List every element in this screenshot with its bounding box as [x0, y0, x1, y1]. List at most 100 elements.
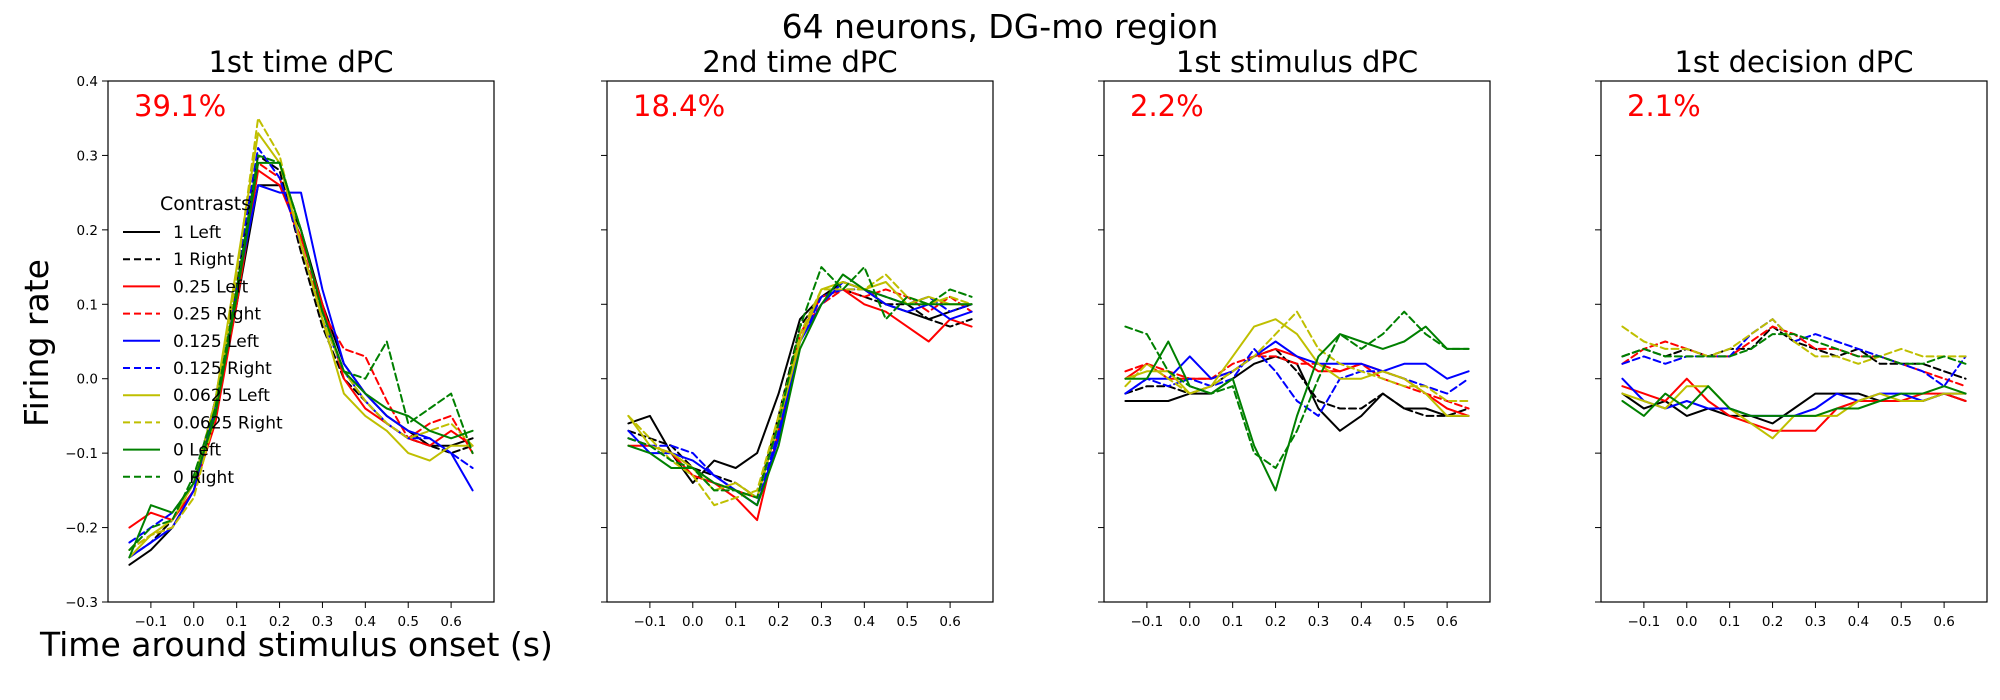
x-tick-label: 0.3 — [811, 614, 832, 630]
plot-area — [1621, 318, 1967, 440]
series-line — [1124, 355, 1470, 432]
x-tick-label: 0.2 — [768, 614, 789, 630]
series-line — [1124, 347, 1470, 417]
x-tick-label: 0.0 — [183, 614, 204, 630]
legend-label: 0.0625 Left — [173, 386, 270, 406]
legend-label: 0.25 Left — [173, 277, 249, 297]
y-tick-label: −0.3 — [65, 595, 98, 611]
series-line — [1124, 318, 1470, 417]
series-line — [1124, 310, 1470, 469]
plot-frame — [107, 80, 495, 603]
x-tick-label: 0.1 — [1222, 614, 1243, 630]
figure-title: 64 neurons, DG-mo region — [782, 7, 1219, 46]
legend-label: 1 Right — [173, 250, 234, 270]
legend-label: 0.125 Right — [173, 359, 272, 379]
series-line — [1124, 347, 1470, 417]
panel-1: −0.1 0.0 0.1 0.2 0.3 0.4 0.5 0.6 2nd time dPC 18.… — [601, 45, 994, 630]
x-tick-label: 0.6 — [1436, 614, 1457, 630]
plot-area — [627, 266, 973, 522]
series-line — [128, 184, 474, 559]
x-tick-label: 0.2 — [1762, 614, 1783, 630]
x-tick-label: −0.1 — [633, 614, 666, 630]
x-tick-label: 0.6 — [440, 614, 461, 630]
x-tick-label: 0.1 — [725, 614, 746, 630]
x-tick-label: 0.0 — [1179, 614, 1200, 630]
plot-frame — [1600, 80, 1988, 603]
x-tick-label: 0.5 — [1890, 614, 1911, 630]
legend-title: Contrasts — [160, 193, 251, 215]
series-line — [128, 154, 474, 559]
plot-frame — [606, 80, 994, 603]
legend-label: 0.0625 Right — [173, 413, 283, 433]
panel-2: −0.1 0.0 0.1 0.2 0.3 0.4 0.5 0.6 1st stimulus dP… — [1098, 45, 1491, 630]
legend-label: 0.125 Left — [173, 332, 259, 352]
x-tick-label: 0.1 — [1719, 614, 1740, 630]
series-line — [1124, 355, 1470, 410]
x-tick-label: 0.2 — [1265, 614, 1286, 630]
variance-annotation: 18.4% — [633, 89, 725, 123]
legend-label: 0.25 Right — [173, 305, 261, 325]
x-tick-label: 0.4 — [854, 614, 875, 630]
series-line — [627, 273, 973, 507]
panel-0: −0.1 0.0 0.1 0.2 0.3 0.4 0.5 0.6 −0.3 −0.2 −0.1 0.0… — [65, 45, 495, 630]
series-line — [627, 266, 973, 499]
series-line — [1621, 385, 1967, 417]
series-line — [1621, 377, 1967, 417]
series-line — [128, 161, 474, 551]
series-line — [1124, 340, 1470, 395]
x-tick-label: 0.6 — [1933, 614, 1954, 630]
panel-title: 2nd time dPC — [702, 45, 897, 79]
x-tick-label: 0.4 — [1848, 614, 1869, 630]
plot-area — [1124, 310, 1470, 492]
series-line — [1124, 310, 1470, 402]
x-tick-label: 0.5 — [1393, 614, 1414, 630]
y-tick-label: 0.0 — [77, 372, 98, 388]
y-tick-label: 0.4 — [77, 74, 98, 90]
plot-frame — [1103, 80, 1491, 603]
series-line — [627, 273, 973, 507]
y-tick-label: 0.1 — [77, 297, 98, 313]
series-line — [1621, 377, 1967, 432]
y-tick-label: −0.1 — [65, 446, 98, 462]
x-axis-label: Time around stimulus onset (s) — [39, 625, 553, 664]
x-tick-label: 0.6 — [939, 614, 960, 630]
variance-annotation: 2.2% — [1130, 89, 1204, 123]
legend: Contrasts 1 Left 1 Right 0.25 Left 0.25 Rig… — [123, 193, 283, 488]
series-line — [627, 281, 973, 499]
series-line — [128, 169, 474, 529]
x-tick-label: −0.1 — [1130, 614, 1163, 630]
legend-label: 0 Right — [173, 468, 234, 488]
series-line — [1124, 325, 1470, 492]
legend-label: 0 Left — [173, 441, 222, 461]
x-tick-label: 0.2 — [269, 614, 290, 630]
y-tick-label: 0.2 — [77, 223, 98, 239]
x-tick-label: 0.0 — [682, 614, 703, 630]
x-tick-label: −0.1 — [134, 614, 167, 630]
series-line — [1621, 333, 1967, 365]
panel-3: −0.1 0.0 0.1 0.2 0.3 0.4 0.5 0.6 1st decision dP… — [1595, 45, 1988, 630]
series-line — [128, 117, 474, 551]
y-tick-label: 0.3 — [77, 148, 98, 164]
x-tick-label: 0.1 — [226, 614, 247, 630]
panel-title: 1st decision dPC — [1674, 45, 1913, 79]
x-tick-label: 0.4 — [1351, 614, 1372, 630]
x-tick-label: 0.5 — [397, 614, 418, 630]
x-tick-label: 0.3 — [1308, 614, 1329, 630]
x-tick-label: 0.5 — [896, 614, 917, 630]
legend-label: 1 Left — [173, 223, 222, 243]
x-tick-label: 0.4 — [355, 614, 376, 630]
x-tick-label: 0.0 — [1676, 614, 1697, 630]
series-line — [627, 281, 973, 484]
panel-title: 1st time dPC — [208, 45, 393, 79]
y-axis-label: Firing rate — [17, 259, 56, 427]
variance-annotation: 2.1% — [1627, 89, 1701, 123]
x-tick-label: 0.3 — [312, 614, 333, 630]
plot-area — [128, 117, 474, 566]
series-line — [1621, 318, 1967, 365]
x-tick-label: −0.1 — [1627, 614, 1660, 630]
panel-title: 1st stimulus dPC — [1176, 45, 1418, 79]
variance-annotation: 39.1% — [134, 89, 226, 123]
series-line — [128, 154, 474, 551]
x-tick-label: 0.3 — [1805, 614, 1826, 630]
